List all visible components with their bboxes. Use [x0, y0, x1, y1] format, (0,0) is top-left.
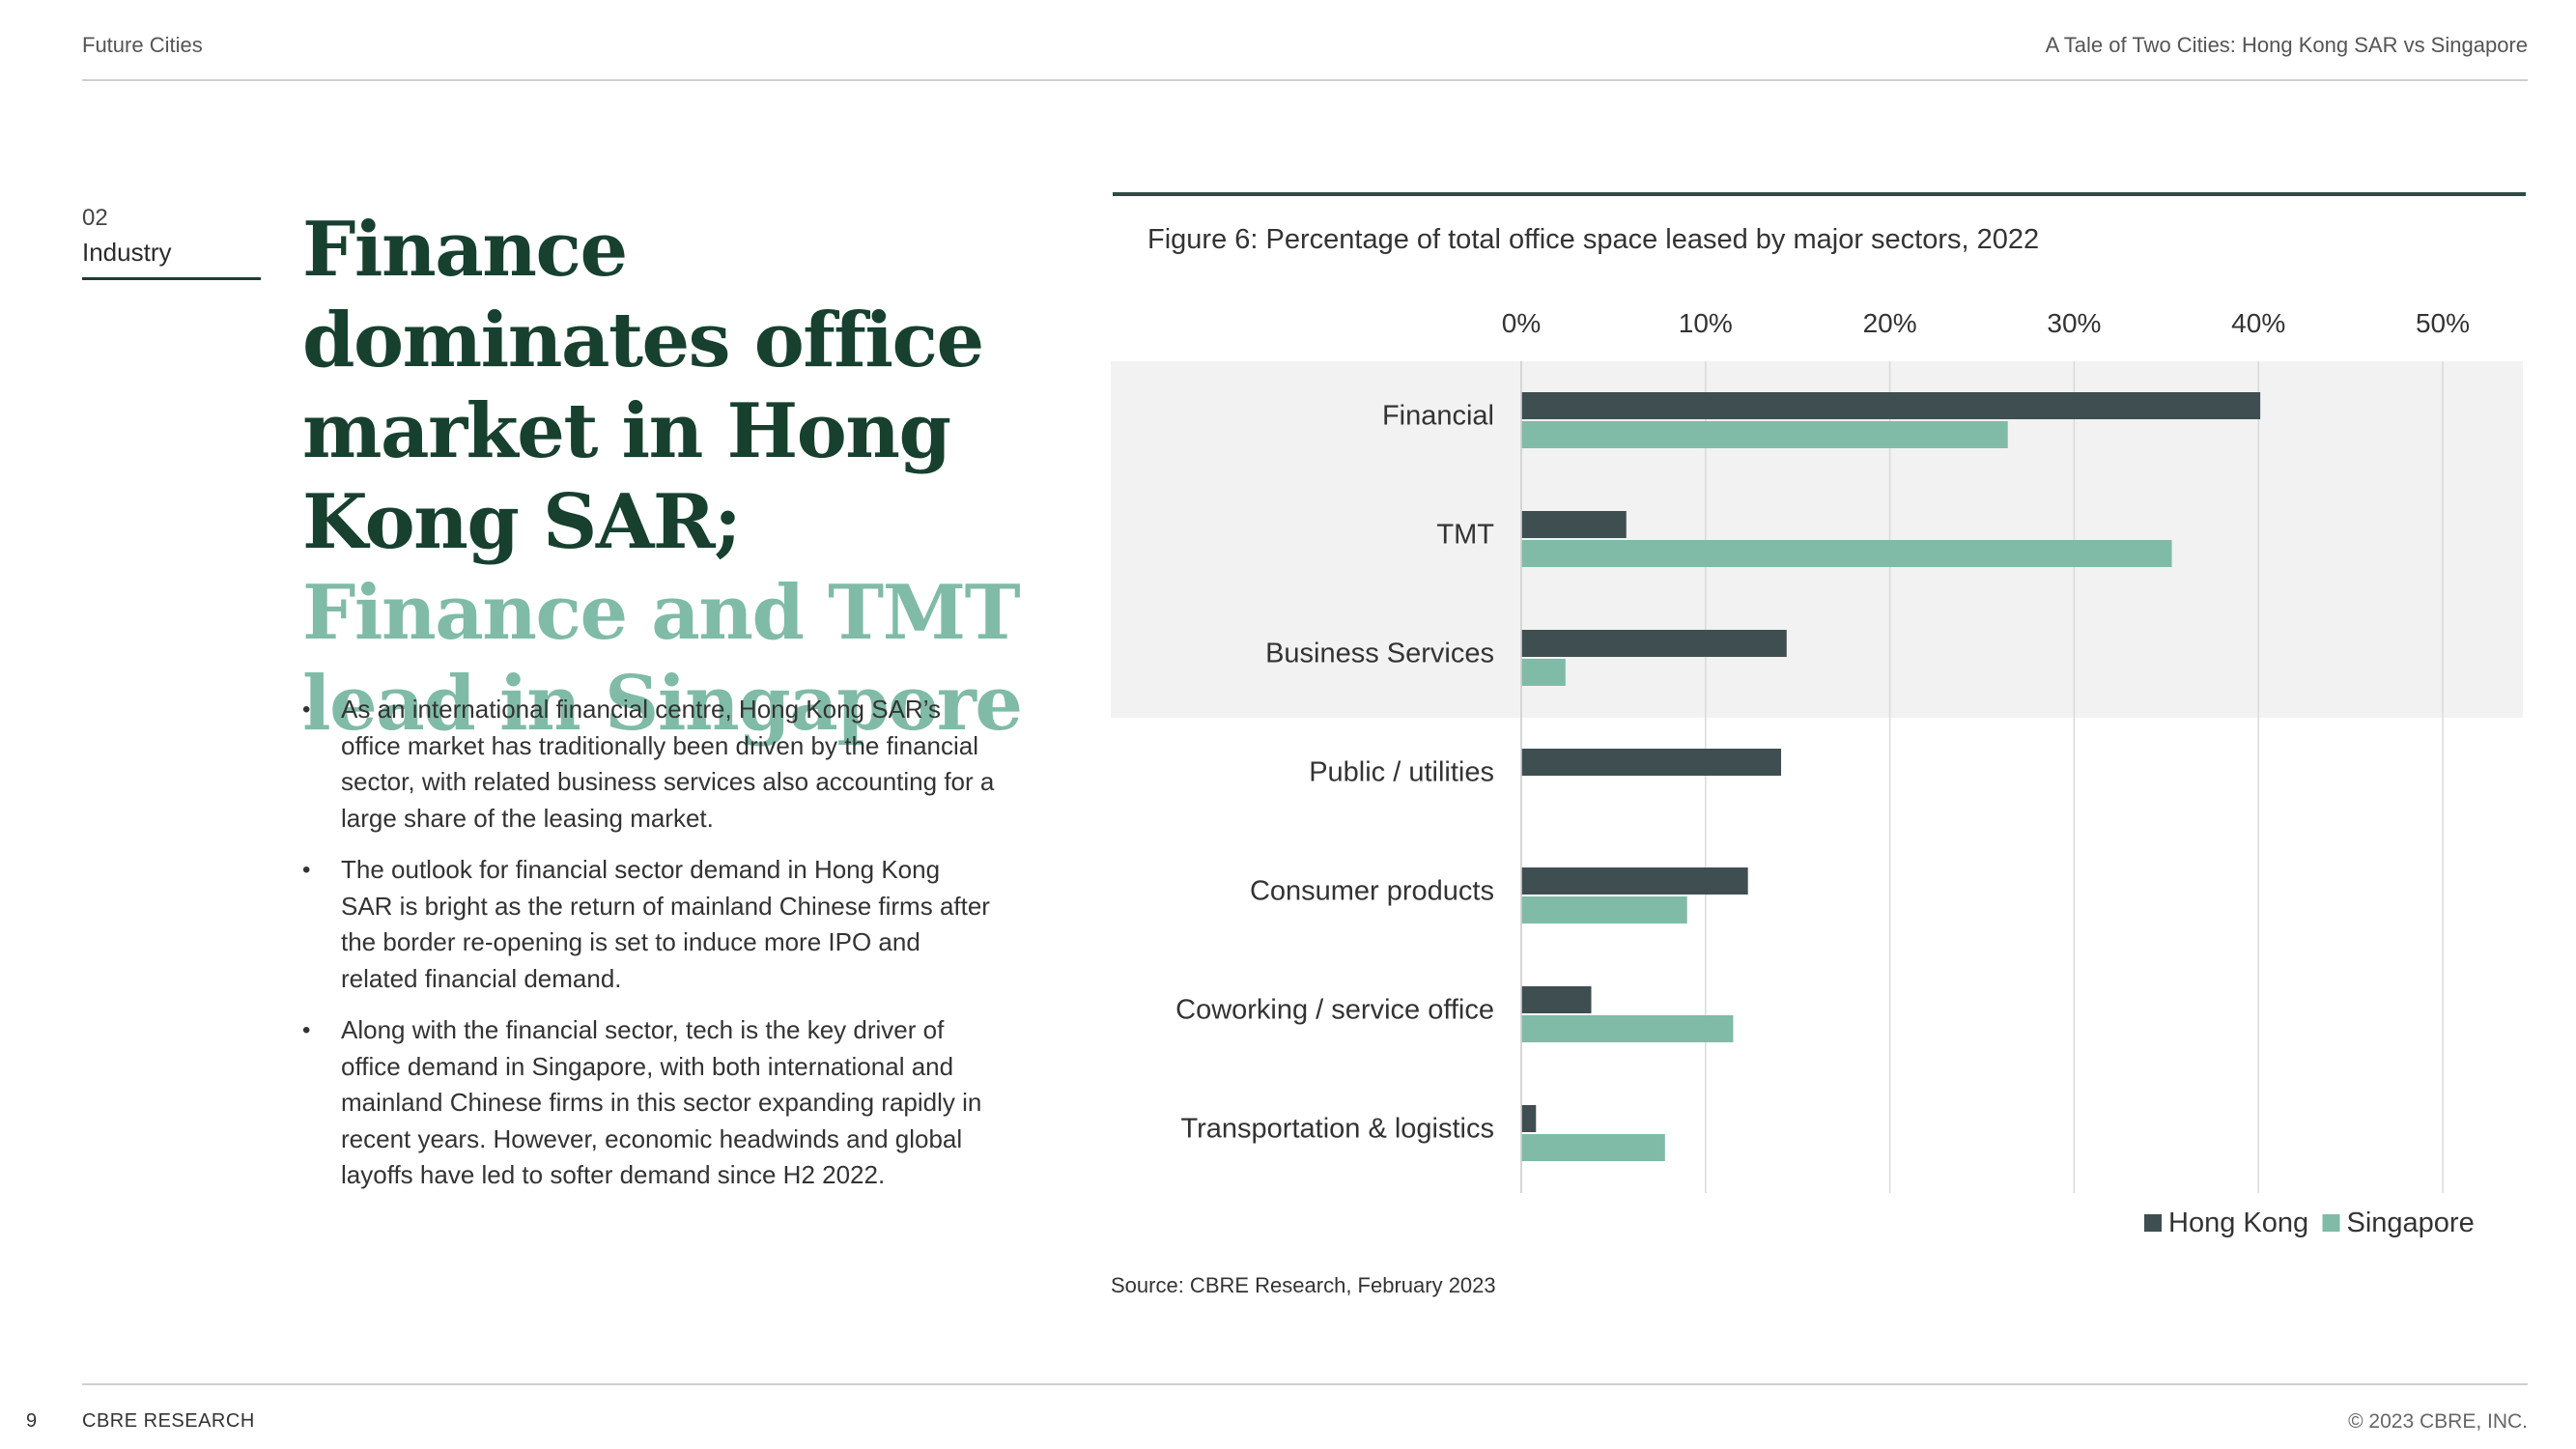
legend-label-singapore: Singapore [2347, 1208, 2475, 1238]
bar-hong-kong-business-services [1521, 630, 1787, 657]
legend-label-hong-kong: Hong Kong [2168, 1208, 2308, 1238]
x-tick-label: 0% [1502, 308, 1541, 338]
y-category-label-financial: Financial [1382, 401, 1494, 432]
bullet-list: As an international financial centre, Ho… [302, 692, 998, 1209]
page-number: 9 [26, 1410, 38, 1432]
x-tick-label: 10% [1679, 308, 1733, 338]
y-category-label-public-utilities: Public / utilities [1309, 757, 1494, 788]
bar-singapore-transportation-logistics [1521, 1134, 1665, 1161]
header-report-title: A Tale of Two Cities: Hong Kong SAR vs S… [2045, 33, 2528, 57]
bar-hong-kong-transportation-logistics [1521, 1105, 1537, 1132]
headline-dark-part: Finance dominates office market in Hong … [302, 206, 984, 566]
page-headline: Finance dominates office market in Hong … [302, 205, 1056, 750]
legend-swatch-hong-kong [2144, 1214, 2162, 1232]
y-category-label-tmt: TMT [1436, 520, 1494, 551]
y-category-label-consumer-products: Consumer products [1250, 876, 1494, 907]
footer-copyright: © 2023 CBRE, INC. [2348, 1410, 2528, 1433]
figure-top-rule [1113, 192, 2526, 196]
footer-divider [82, 1383, 2528, 1385]
bar-singapore-tmt [1521, 540, 2172, 567]
x-tick-label: 30% [2047, 308, 2101, 338]
bar-singapore-consumer-products [1521, 896, 1687, 923]
bar-singapore-financial [1521, 421, 2008, 448]
bar-hong-kong-tmt [1521, 511, 1627, 538]
x-tick-label: 50% [2416, 308, 2470, 338]
bullet-item-1: As an international financial centre, Ho… [302, 692, 998, 837]
section-name: Industry [82, 238, 172, 267]
bar-hong-kong-public-utilities [1521, 749, 1782, 776]
x-tick-label: 20% [1863, 308, 1917, 338]
bullet-item-3: Along with the financial sector, tech is… [302, 1012, 998, 1194]
y-category-label-coworking-service-office: Coworking / service office [1175, 995, 1494, 1026]
bar-hong-kong-financial [1521, 392, 2261, 419]
header-publication: Future Cities [82, 33, 203, 57]
figure-source: Source: CBRE Research, February 2023 [1111, 1273, 1496, 1297]
legend-swatch-singapore [2322, 1214, 2340, 1232]
footer-brand: CBRE RESEARCH [82, 1410, 255, 1432]
x-tick-label: 40% [2231, 308, 2285, 338]
header-divider [82, 79, 2528, 81]
bar-singapore-business-services [1521, 659, 1566, 686]
figure-title: Figure 6: Percentage of total office spa… [1147, 224, 2040, 255]
section-underline [82, 277, 261, 280]
highlight-band [1111, 361, 2523, 718]
bar-hong-kong-coworking-service-office [1521, 986, 1592, 1013]
y-category-label-transportation-logistics: Transportation & logistics [1180, 1114, 1494, 1145]
y-category-label-business-services: Business Services [1265, 639, 1494, 669]
section-number: 02 [82, 205, 108, 231]
bar-singapore-coworking-service-office [1521, 1015, 1734, 1042]
bullet-item-2: The outlook for financial sector demand … [302, 852, 998, 997]
bar-chart: 0% 10% 20% 30% 40% 50% Financial TMT Business Se… [1111, 308, 2523, 1238]
bar-hong-kong-consumer-products [1521, 867, 1748, 895]
